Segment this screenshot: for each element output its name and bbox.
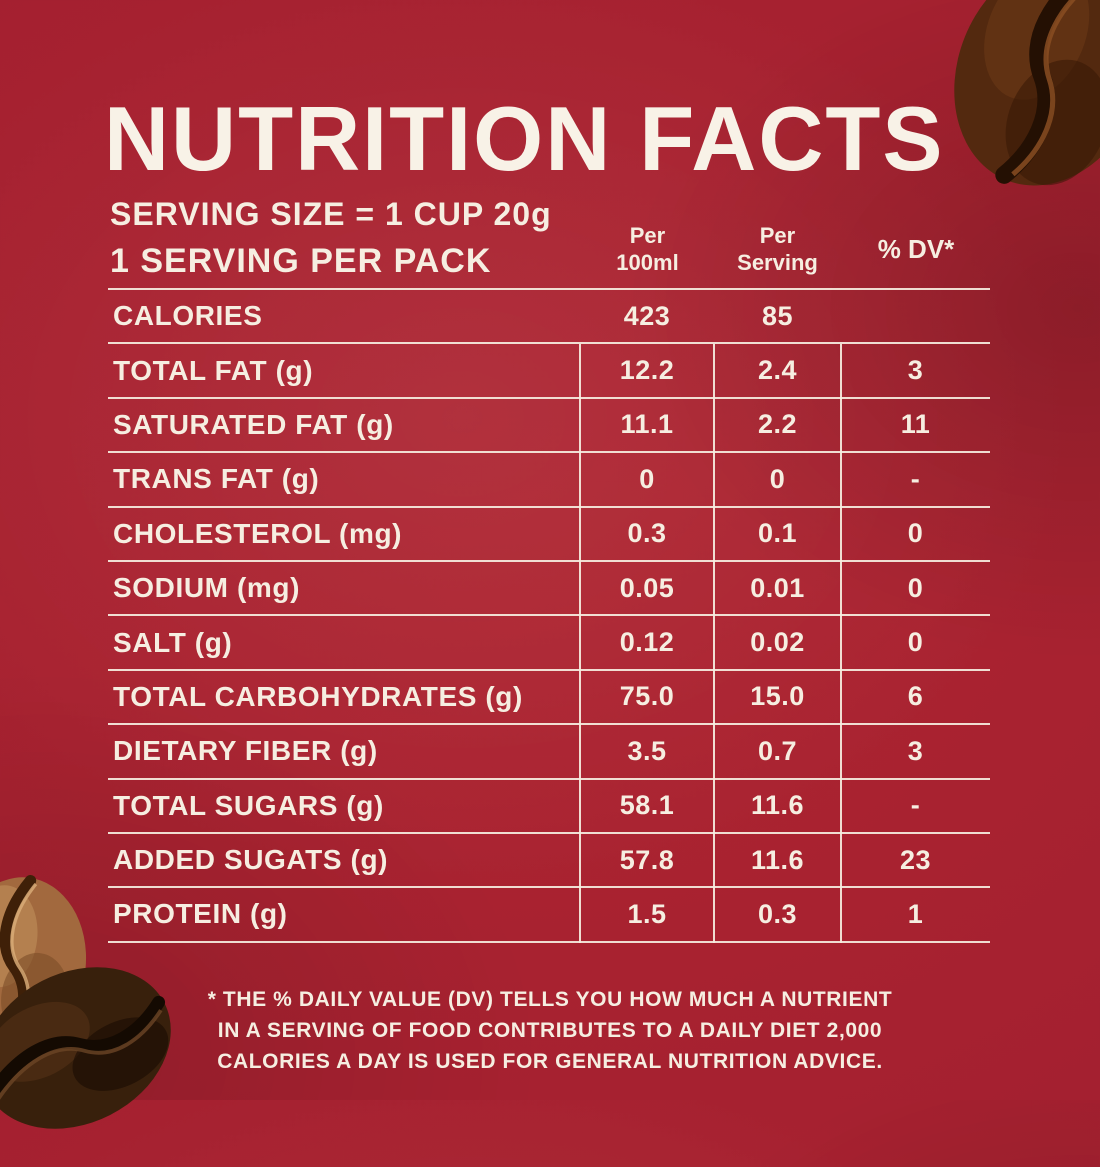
value-per-100ml: 0 xyxy=(639,463,655,494)
column-header-per-serving: Per Serving xyxy=(714,222,841,276)
value-percent-dv: 1 xyxy=(907,898,924,929)
column-header-line: Serving xyxy=(737,250,818,275)
footnote-line: IN A SERVING OF FOOD CONTRIBUTES TO A DA… xyxy=(217,1019,883,1042)
nutrient-label: ADDED SUGATS (g) xyxy=(113,844,389,876)
footnote-line: * THE % DAILY VALUE (DV) TELLS YOU HOW M… xyxy=(207,988,893,1011)
nutrient-label: SODIUM (mg) xyxy=(113,572,301,604)
nutrient-label: PROTEIN (g) xyxy=(113,898,288,930)
coffee-bean-icon xyxy=(0,967,171,1129)
table-row-dietary-fiber: DIETARY FIBER (g) 3.5 0.7 3 xyxy=(108,725,990,780)
coffee-bean-icon xyxy=(954,0,1100,186)
column-header-line: 100ml xyxy=(616,250,679,275)
nutrition-label: NUTRITION FACTS SERVING SIZE = 1 CUP 20g… xyxy=(0,0,1100,1129)
column-header-per-100ml: Per 100ml xyxy=(580,222,715,276)
value-per-100ml: 75.0 xyxy=(619,681,675,712)
value-per-100ml: 0.05 xyxy=(619,572,675,603)
table-row-trans-fat: TRANS FAT (g) 0 0 - xyxy=(108,453,990,508)
value-per-serving: 15.0 xyxy=(750,681,805,712)
value-percent-dv: - xyxy=(910,790,921,821)
value-percent-dv: 0 xyxy=(907,572,924,603)
value-per-100ml: 3.5 xyxy=(627,735,667,766)
column-divider xyxy=(713,344,715,943)
coffee-bean-bottom-left-dark-image xyxy=(0,930,205,1167)
value-per-100ml: 58.1 xyxy=(619,790,675,821)
nutrient-label: TOTAL CARBOHYDRATES (g) xyxy=(113,680,523,712)
nutrient-label: CHOLESTEROL (mg) xyxy=(113,517,403,549)
table-row-cholesterol: CHOLESTEROL (mg) 0.3 0.1 0 xyxy=(108,508,990,562)
serving-size-text: SERVING SIZE = 1 CUP 20g xyxy=(110,196,552,232)
value-per-100ml: 0.3 xyxy=(627,518,667,549)
value-per-serving: 2.2 xyxy=(757,409,798,440)
column-divider xyxy=(840,344,842,943)
coffee-bean-top-right-image xyxy=(913,0,1100,224)
value-per-serving: 0.1 xyxy=(757,518,798,549)
value-per-100ml: 11.1 xyxy=(620,409,674,440)
value-percent-dv: 11 xyxy=(900,409,931,440)
table-row-added-sugars: ADDED SUGATS (g) 57.8 11.6 23 xyxy=(108,834,990,889)
nutrient-label: SALT (g) xyxy=(113,626,233,658)
value-per-serving: 0.01 xyxy=(750,572,805,603)
value-per-100ml: 57.8 xyxy=(619,844,675,875)
value-per-serving: 2.4 xyxy=(757,355,798,386)
footnote-line: CALORIES A DAY IS USED FOR GENERAL NUTRI… xyxy=(217,1050,883,1073)
servings-per-pack-text: 1 SERVING PER PACK xyxy=(110,242,492,280)
table-row-saturated-fat: SATURATED FAT (g) 11.1 2.2 11 xyxy=(108,399,990,454)
table-row-total-carbohydrates: TOTAL CARBOHYDRATES (g) 75.0 15.0 6 xyxy=(108,671,990,726)
value-per-100ml: 423 xyxy=(623,300,671,331)
value-per-serving: 85 xyxy=(761,300,794,331)
table-row-calories: CALORIES 423 85 xyxy=(108,290,990,345)
value-per-serving: 0.7 xyxy=(757,735,798,766)
nutrient-label: TOTAL SUGARS (g) xyxy=(113,789,384,821)
column-header-line: Per xyxy=(629,223,666,248)
table-row-salt: SALT (g) 0.12 0.02 0 xyxy=(108,616,990,671)
column-header-line: Per xyxy=(759,223,796,248)
value-per-serving: 0.3 xyxy=(757,898,798,929)
daily-value-footnote: * THE % DAILY VALUE (DV) TELLS YOU HOW M… xyxy=(0,984,1100,1077)
nutrient-label: TRANS FAT (g) xyxy=(113,463,320,495)
value-percent-dv: 3 xyxy=(907,735,924,766)
value-per-100ml: 0.12 xyxy=(619,627,675,658)
table-row-protein: PROTEIN (g) 1.5 0.3 1 xyxy=(108,888,990,943)
page-title: NUTRITION FACTS xyxy=(104,89,945,190)
table-row-total-sugars: TOTAL SUGARS (g) 58.1 11.6 - xyxy=(108,780,990,834)
value-percent-dv: - xyxy=(910,463,921,494)
nutrient-label: SATURATED FAT (g) xyxy=(113,408,394,440)
value-percent-dv: 0 xyxy=(907,627,924,658)
nutrition-table: CALORIES 423 85 TOTAL FAT (g) 12.2 2.4 3… xyxy=(108,288,990,943)
value-percent-dv: 23 xyxy=(899,844,932,875)
table-row-sodium: SODIUM (mg) 0.05 0.01 0 xyxy=(108,562,990,617)
value-per-serving: 0.02 xyxy=(750,627,805,658)
value-per-100ml: 12.2 xyxy=(619,355,675,386)
value-per-serving: 11.6 xyxy=(750,790,805,821)
table-row-total-fat: TOTAL FAT (g) 12.2 2.4 3 xyxy=(108,344,990,399)
value-per-100ml: 1.5 xyxy=(627,898,667,929)
column-header-percent-dv: % DV* xyxy=(877,234,955,264)
nutrient-label: DIETARY FIBER (g) xyxy=(113,735,378,767)
value-percent-dv: 0 xyxy=(907,518,924,549)
nutrient-label: CALORIES xyxy=(113,300,263,332)
column-divider xyxy=(579,344,581,943)
value-percent-dv: 6 xyxy=(907,681,924,712)
value-per-serving: 11.6 xyxy=(750,844,805,875)
nutrient-label: TOTAL FAT (g) xyxy=(113,354,314,386)
value-percent-dv: 3 xyxy=(907,355,924,386)
value-per-serving: 0 xyxy=(769,463,786,494)
